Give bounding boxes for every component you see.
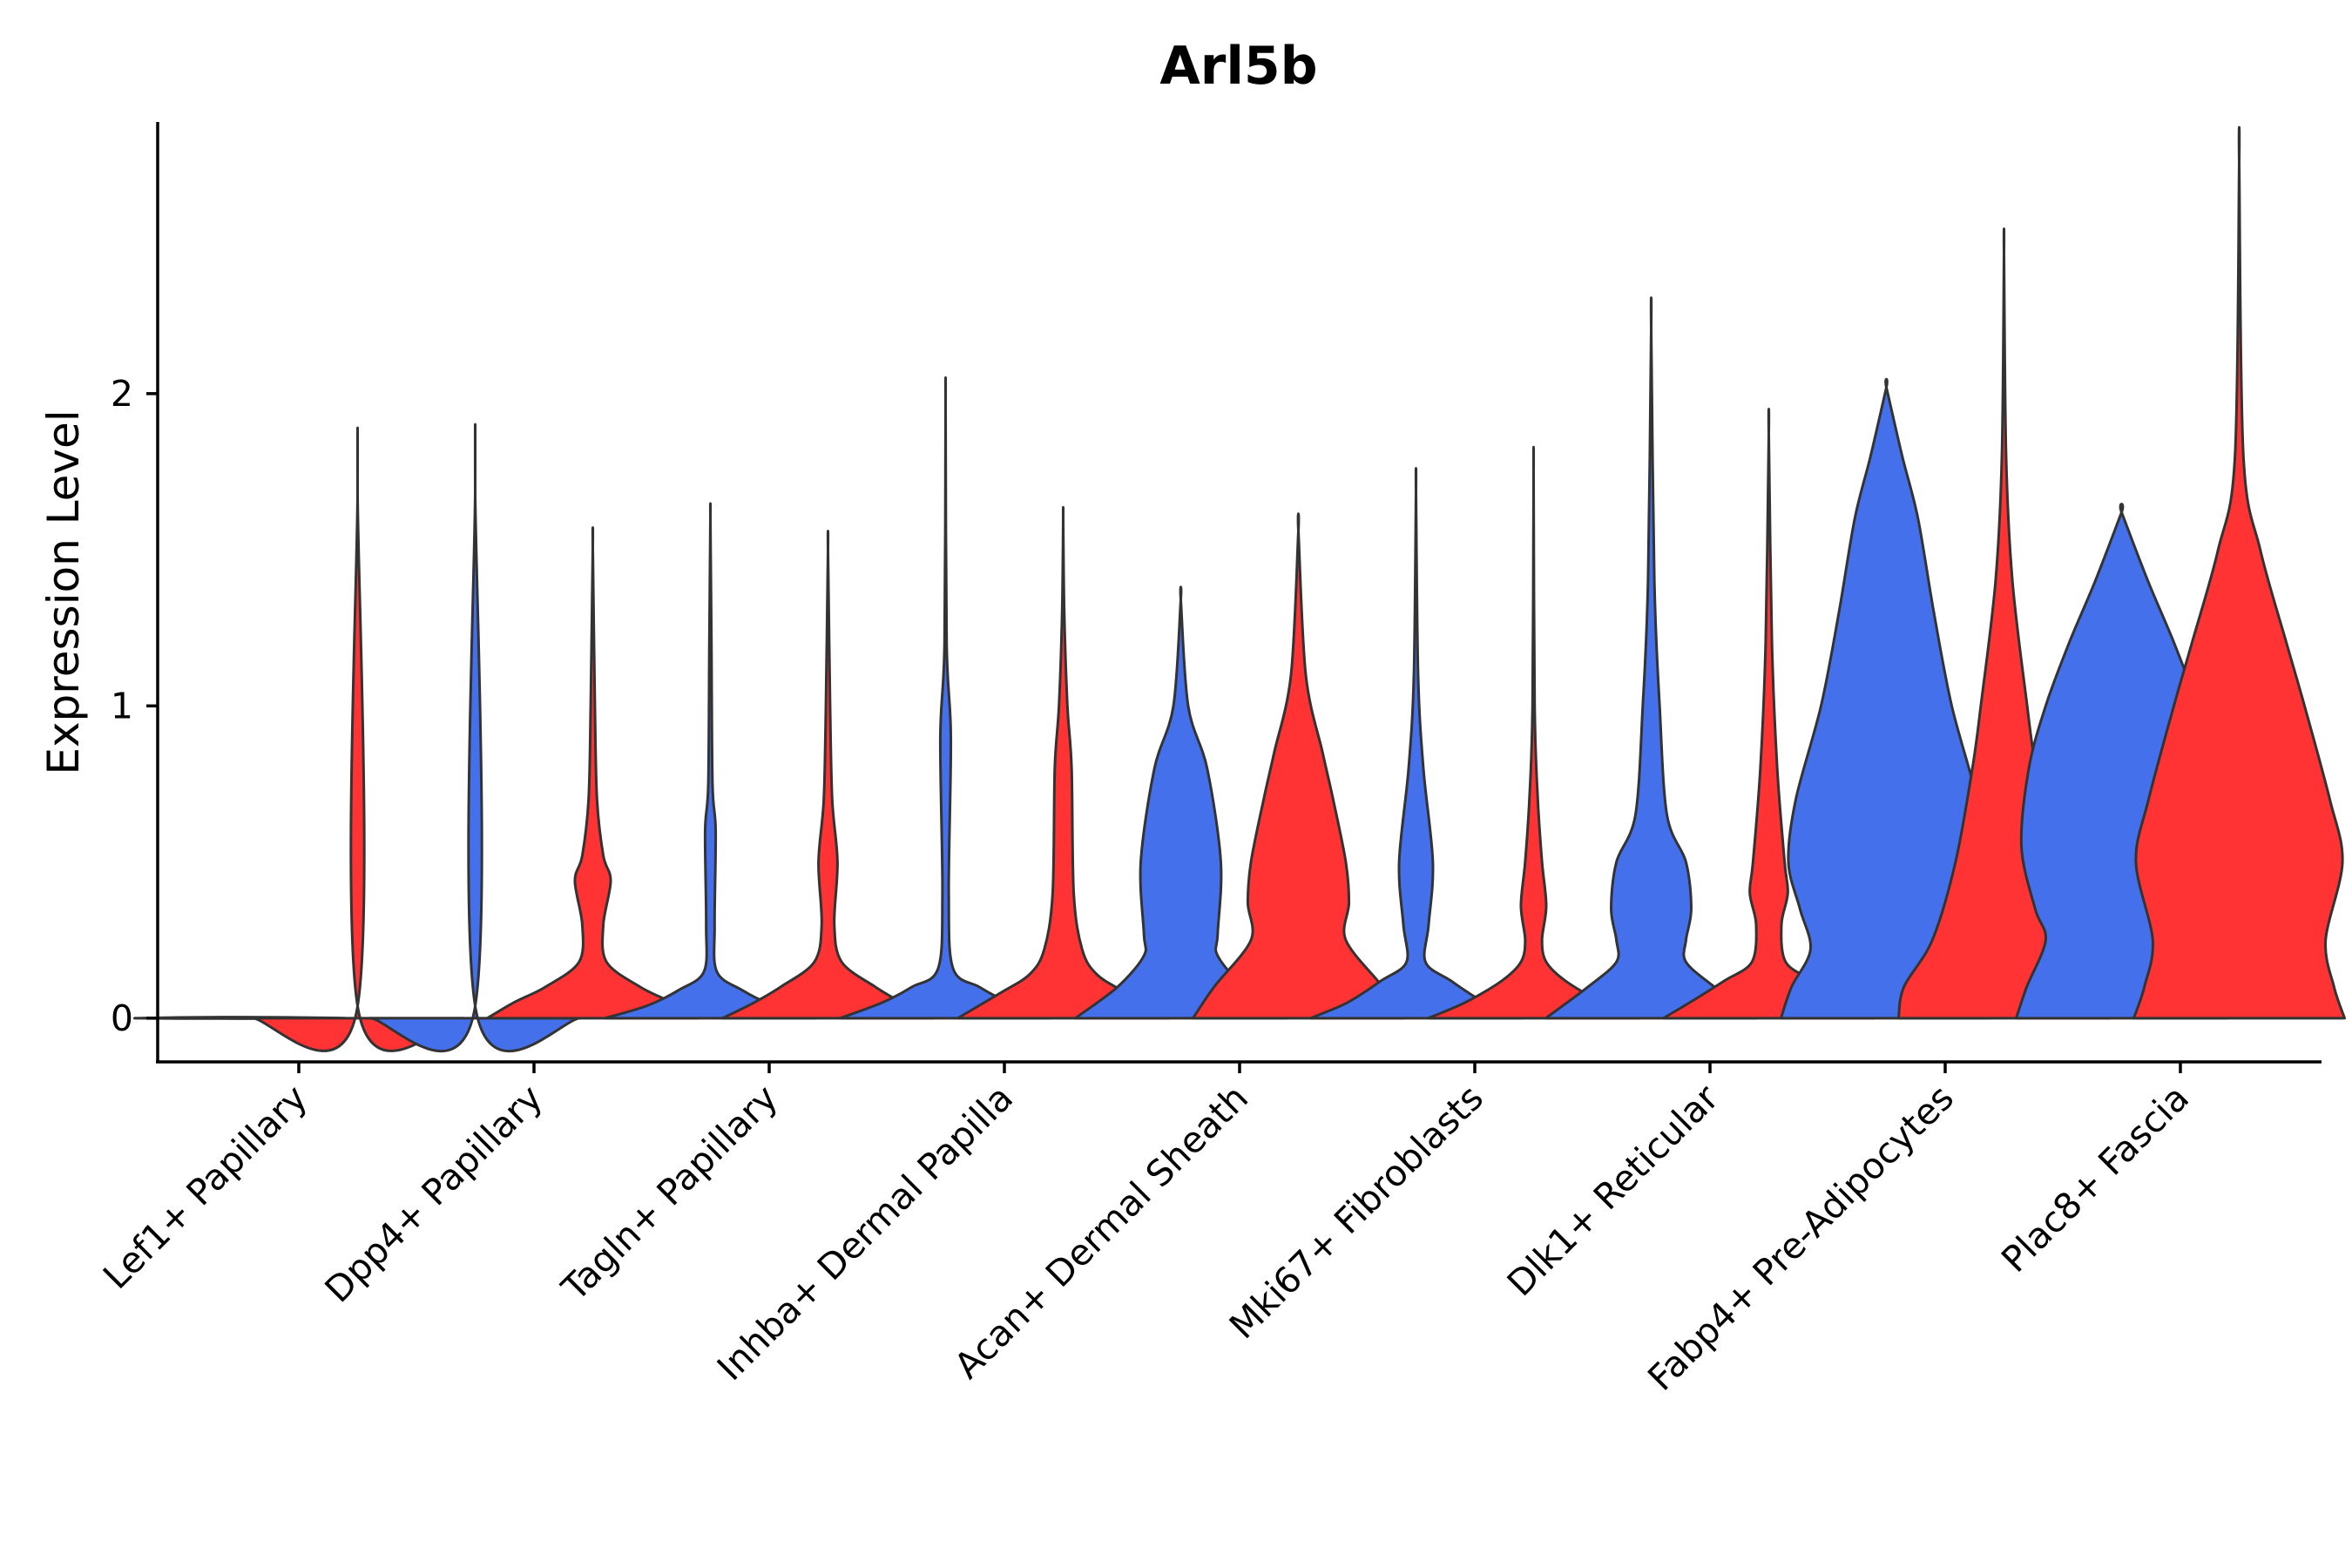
violin-blue-2	[604, 502, 817, 1020]
chart-title: Arl5b	[1159, 36, 1317, 97]
violin-blue-4	[1074, 585, 1288, 1020]
violin-red-6	[1662, 408, 1876, 1020]
x-tick-label: Dlk1+ Reticular	[1499, 1077, 1727, 1304]
x-tick-label: Mki67+ Fibroblasts	[1221, 1077, 1491, 1347]
violin-red-3	[956, 505, 1170, 1020]
x-tick-label: Lef1+ Papillary	[95, 1077, 315, 1297]
y-tick-label: 2	[111, 373, 133, 415]
y-tick-label: 1	[111, 685, 133, 727]
violin-red-8	[2132, 125, 2346, 1020]
violin-red-4	[1192, 512, 1405, 1020]
violin-red-1	[486, 526, 700, 1020]
y-tick-label: 0	[111, 997, 133, 1039]
x-tick-label: Dpp4+ Papillary	[317, 1077, 551, 1310]
x-ticks: Lef1+ Papillary Dpp4+ Papillary Tagln+ Pap…	[95, 1062, 2197, 1399]
y-ticks: 0 1 2	[111, 373, 158, 1039]
x-tick-label: Tagln+ Papillary	[553, 1077, 786, 1309]
violin-blue-1	[368, 422, 582, 1052]
violin-red-2	[721, 530, 935, 1020]
violin-blue-3	[839, 376, 1052, 1020]
y-axis-label: Expression Level	[38, 409, 89, 774]
violin-blue-6	[1544, 296, 1758, 1020]
violin-blue-5	[1309, 467, 1523, 1020]
violin-red-0	[251, 426, 464, 1052]
x-tick-label: Plac8+ Fascia	[1993, 1077, 2197, 1281]
violin-series	[133, 125, 2346, 1052]
violin-red-5	[1427, 445, 1640, 1020]
